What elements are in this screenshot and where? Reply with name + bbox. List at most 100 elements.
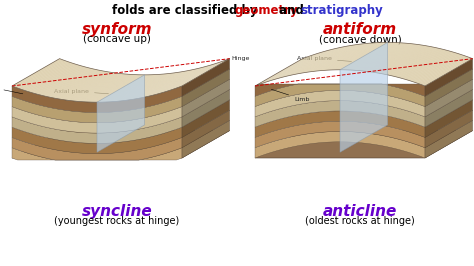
Polygon shape: [351, 43, 399, 70]
Polygon shape: [261, 56, 310, 84]
Polygon shape: [163, 65, 212, 92]
Polygon shape: [160, 66, 208, 93]
Polygon shape: [383, 47, 431, 74]
Polygon shape: [276, 51, 325, 79]
Polygon shape: [300, 46, 349, 73]
Polygon shape: [121, 73, 170, 101]
Polygon shape: [115, 74, 163, 102]
Polygon shape: [287, 49, 335, 76]
Polygon shape: [390, 48, 438, 76]
Polygon shape: [129, 72, 177, 100]
Polygon shape: [284, 49, 332, 77]
Polygon shape: [326, 43, 374, 70]
Polygon shape: [277, 51, 326, 79]
Polygon shape: [357, 43, 406, 70]
Polygon shape: [417, 56, 465, 83]
Polygon shape: [182, 110, 229, 148]
Polygon shape: [124, 73, 173, 101]
Polygon shape: [182, 89, 229, 127]
Polygon shape: [279, 51, 328, 78]
Polygon shape: [137, 71, 185, 99]
Polygon shape: [257, 58, 305, 85]
Polygon shape: [73, 74, 122, 101]
Polygon shape: [159, 66, 208, 94]
Polygon shape: [262, 56, 310, 84]
Polygon shape: [98, 75, 146, 102]
Text: synform: synform: [82, 22, 152, 37]
Polygon shape: [130, 72, 178, 100]
Polygon shape: [328, 43, 377, 70]
Polygon shape: [341, 43, 390, 70]
Polygon shape: [302, 45, 350, 73]
Polygon shape: [340, 43, 388, 152]
Polygon shape: [404, 52, 453, 79]
Polygon shape: [96, 75, 144, 102]
Polygon shape: [393, 49, 442, 76]
Polygon shape: [374, 45, 423, 73]
Polygon shape: [299, 46, 347, 74]
Polygon shape: [13, 59, 61, 87]
Polygon shape: [317, 44, 365, 71]
Polygon shape: [255, 58, 303, 86]
Polygon shape: [181, 59, 229, 86]
Polygon shape: [23, 63, 72, 90]
Polygon shape: [255, 84, 425, 107]
Polygon shape: [313, 44, 362, 72]
Polygon shape: [162, 65, 210, 93]
Polygon shape: [20, 61, 68, 89]
Polygon shape: [95, 75, 143, 102]
Polygon shape: [280, 50, 328, 78]
Polygon shape: [50, 70, 99, 98]
Polygon shape: [94, 75, 143, 102]
Polygon shape: [114, 74, 162, 102]
Polygon shape: [59, 72, 108, 99]
Polygon shape: [144, 70, 192, 97]
Polygon shape: [270, 53, 318, 81]
Polygon shape: [336, 43, 384, 70]
Polygon shape: [346, 43, 395, 70]
Polygon shape: [113, 74, 161, 102]
Polygon shape: [322, 43, 371, 70]
Polygon shape: [12, 107, 182, 133]
Polygon shape: [314, 44, 363, 71]
Polygon shape: [418, 56, 466, 84]
Polygon shape: [420, 57, 468, 84]
Polygon shape: [47, 69, 95, 97]
Polygon shape: [42, 68, 91, 95]
Polygon shape: [358, 43, 407, 71]
Polygon shape: [73, 73, 121, 101]
Polygon shape: [107, 74, 155, 102]
Polygon shape: [353, 43, 401, 70]
Polygon shape: [305, 45, 353, 73]
Polygon shape: [364, 44, 412, 71]
Polygon shape: [108, 74, 156, 102]
Polygon shape: [91, 75, 140, 102]
Polygon shape: [89, 75, 137, 102]
Polygon shape: [315, 44, 363, 71]
Polygon shape: [395, 49, 444, 77]
Polygon shape: [325, 43, 374, 70]
Polygon shape: [97, 75, 145, 152]
Polygon shape: [65, 73, 113, 100]
Polygon shape: [40, 68, 89, 95]
Polygon shape: [32, 65, 80, 93]
Polygon shape: [149, 69, 197, 96]
Polygon shape: [363, 44, 411, 71]
Polygon shape: [106, 75, 155, 102]
Polygon shape: [411, 54, 460, 81]
Polygon shape: [88, 75, 137, 102]
Polygon shape: [140, 70, 189, 98]
Polygon shape: [319, 43, 367, 71]
Polygon shape: [255, 121, 425, 148]
Polygon shape: [182, 69, 229, 107]
Polygon shape: [307, 45, 356, 72]
Polygon shape: [170, 63, 219, 90]
Polygon shape: [387, 47, 435, 75]
Polygon shape: [425, 100, 473, 138]
Polygon shape: [161, 65, 209, 93]
Polygon shape: [278, 51, 327, 78]
Polygon shape: [388, 48, 437, 75]
Text: anticline: anticline: [323, 204, 397, 219]
Polygon shape: [296, 47, 345, 74]
Polygon shape: [143, 70, 191, 98]
